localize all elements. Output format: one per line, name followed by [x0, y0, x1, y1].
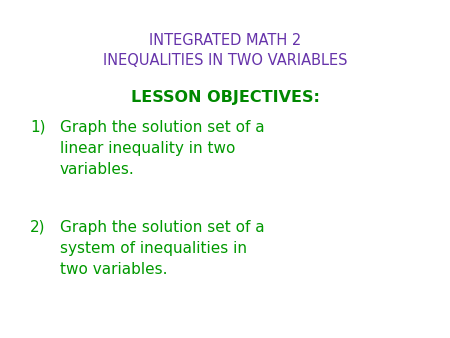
Text: INTEGRATED MATH 2
INEQUALITIES IN TWO VARIABLES: INTEGRATED MATH 2 INEQUALITIES IN TWO VA… — [103, 33, 347, 68]
Text: Graph the solution set of a
linear inequality in two
variables.: Graph the solution set of a linear inequ… — [60, 120, 265, 177]
Text: LESSON OBJECTIVES:: LESSON OBJECTIVES: — [130, 90, 320, 105]
Text: Graph the solution set of a
system of inequalities in
two variables.: Graph the solution set of a system of in… — [60, 220, 265, 277]
Text: 1): 1) — [30, 120, 45, 135]
Text: 2): 2) — [30, 220, 45, 235]
